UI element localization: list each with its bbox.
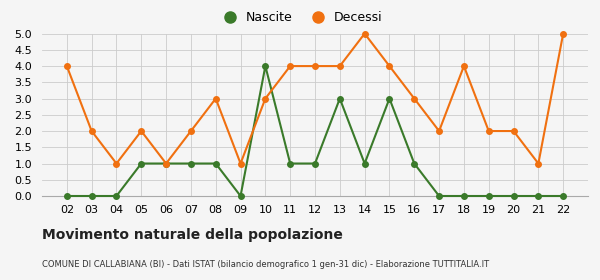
Decessi xyxy=(88,129,95,133)
Decessi xyxy=(187,129,194,133)
Nascite xyxy=(137,162,145,165)
Nascite xyxy=(436,194,443,198)
Nascite xyxy=(311,162,319,165)
Nascite xyxy=(187,162,194,165)
Nascite xyxy=(88,194,95,198)
Line: Nascite: Nascite xyxy=(64,63,566,199)
Nascite xyxy=(163,162,170,165)
Decessi xyxy=(410,97,418,100)
Decessi xyxy=(237,162,244,165)
Nascite xyxy=(386,97,393,100)
Nascite xyxy=(361,162,368,165)
Decessi xyxy=(361,32,368,35)
Legend: Nascite, Decessi: Nascite, Decessi xyxy=(212,6,388,29)
Decessi xyxy=(460,64,467,68)
Nascite xyxy=(113,194,120,198)
Decessi xyxy=(212,97,220,100)
Line: Decessi: Decessi xyxy=(64,31,566,166)
Decessi xyxy=(535,162,542,165)
Decessi xyxy=(510,129,517,133)
Decessi xyxy=(113,162,120,165)
Nascite xyxy=(485,194,493,198)
Nascite xyxy=(510,194,517,198)
Nascite xyxy=(336,97,343,100)
Decessi xyxy=(560,32,567,35)
Nascite xyxy=(535,194,542,198)
Nascite xyxy=(410,162,418,165)
Decessi xyxy=(137,129,145,133)
Nascite xyxy=(237,194,244,198)
Decessi xyxy=(262,97,269,100)
Decessi xyxy=(436,129,443,133)
Nascite xyxy=(287,162,294,165)
Decessi xyxy=(163,162,170,165)
Nascite xyxy=(460,194,467,198)
Decessi xyxy=(485,129,493,133)
Decessi xyxy=(336,64,343,68)
Text: Movimento naturale della popolazione: Movimento naturale della popolazione xyxy=(42,228,343,242)
Nascite xyxy=(262,64,269,68)
Decessi xyxy=(386,64,393,68)
Nascite xyxy=(560,194,567,198)
Nascite xyxy=(63,194,70,198)
Decessi xyxy=(63,64,70,68)
Text: COMUNE DI CALLABIANA (BI) - Dati ISTAT (bilancio demografico 1 gen-31 dic) - Ela: COMUNE DI CALLABIANA (BI) - Dati ISTAT (… xyxy=(42,260,489,269)
Decessi xyxy=(287,64,294,68)
Decessi xyxy=(311,64,319,68)
Nascite xyxy=(212,162,220,165)
